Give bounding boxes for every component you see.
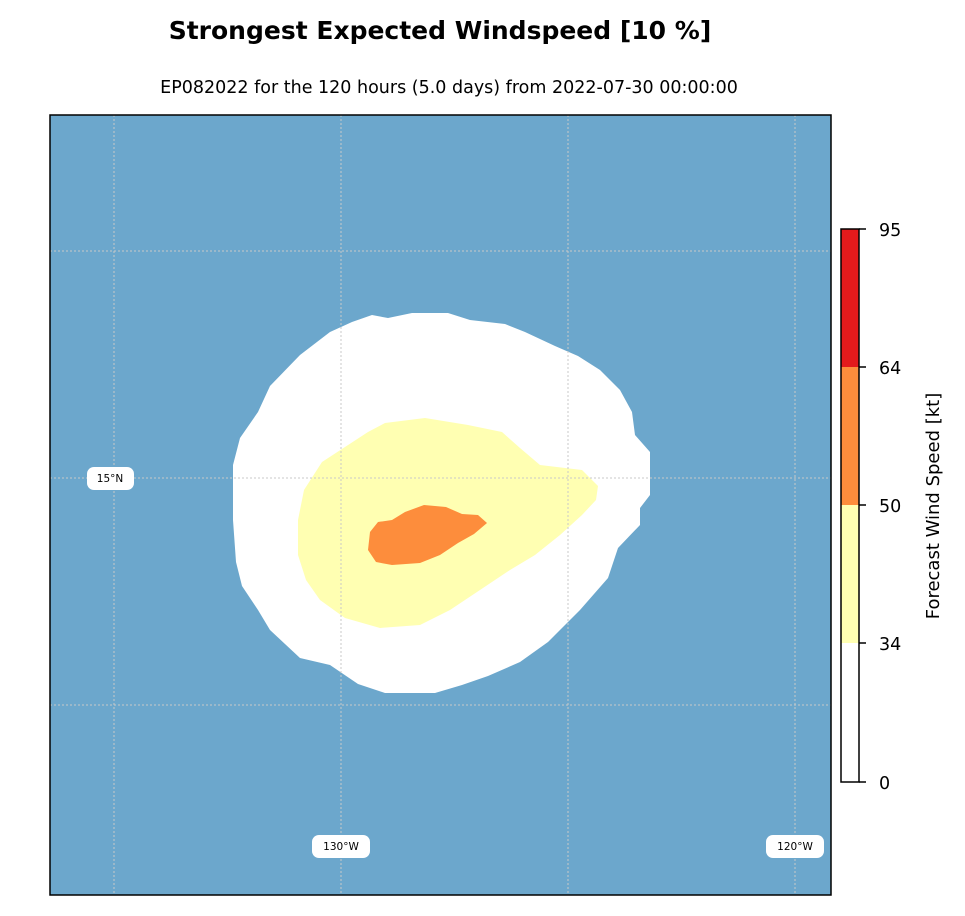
map-frame [49,114,832,896]
chart-subtitle: EP082022 for the 120 hours (5.0 days) fr… [160,78,738,98]
lat-label-15n: 15°N [97,473,123,485]
colorbar-tick-label: 50 [879,497,901,517]
colorbar-band-50-64 [841,367,859,505]
colorbar-label: Forecast Wind Speed [kt] [923,393,944,620]
lon-label-130w: 130°W [323,841,359,853]
colorbar-tick-label: 95 [879,221,901,241]
colorbar-tick-label: 64 [879,359,901,379]
chart-title: Strongest Expected Windspeed [10 %] [168,16,712,45]
colorbar-band-34-50 [841,505,859,643]
gridlines [50,115,831,895]
contour-50-64kt [368,505,487,565]
colorbar-band-0-34 [841,643,859,782]
colorbar-band-64-95 [841,229,859,367]
lat-label-box [87,467,134,490]
colorbar: 95 64 50 34 0 Forecast Wind Speed [kt] [840,221,944,794]
colorbar-tick-label: 34 [879,635,901,655]
lon-label-120w: 120°W [777,841,813,853]
lon-label-box [312,835,370,858]
lon-label-box [766,835,824,858]
colorbar-tick-label: 0 [879,774,890,794]
